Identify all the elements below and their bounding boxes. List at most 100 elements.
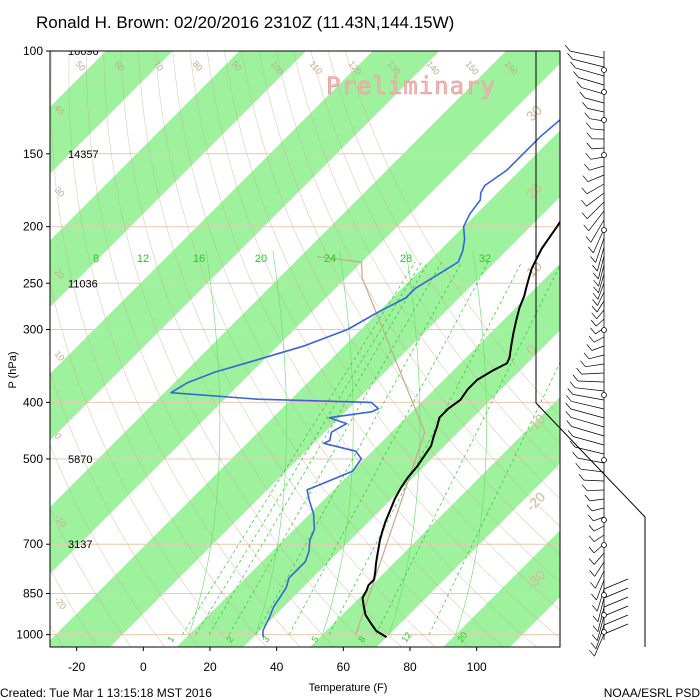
wind-barb-feather — [593, 286, 599, 294]
wind-calm-marker — [601, 517, 607, 523]
wind-barb — [570, 416, 605, 428]
wind-barb-feather — [585, 236, 592, 243]
dry-adiabat — [50, 508, 132, 647]
wind-barb-feather — [564, 44, 571, 52]
wind-barb-feather — [581, 484, 588, 491]
height-label: 3137 — [68, 539, 92, 551]
wind-barb — [589, 165, 605, 171]
moist-adiabat — [188, 250, 221, 635]
dry-adiabat — [172, 51, 504, 647]
wind-barb — [571, 400, 605, 410]
x-tick-label: 40 — [270, 660, 284, 674]
dry-adiabat — [206, 51, 560, 639]
wind-barb — [593, 534, 605, 542]
wind-barb-feather — [567, 52, 573, 60]
wind-barb — [587, 489, 605, 492]
wind-barb — [577, 457, 605, 464]
height-labels: 16696 14357 11036 5870 3137 — [68, 46, 99, 551]
x-tick-label: 100 — [467, 660, 487, 674]
wind-barb — [586, 192, 605, 207]
dry-adiabat — [155, 51, 470, 647]
plot-area: 50 60 70 80 90 100 110 120 130 140 150 160403020100… — [50, 46, 560, 647]
wind-barb — [581, 372, 605, 375]
wind-barb — [595, 237, 605, 263]
wind-barb-feather — [572, 451, 578, 459]
wind-barb — [603, 623, 629, 635]
wind-barb-feather — [591, 634, 598, 641]
dewpoint-line — [170, 118, 560, 638]
y-tick-label: 300 — [23, 322, 43, 336]
mixing-ratio-line — [328, 261, 522, 635]
wind-barb-feather — [569, 440, 576, 448]
wind-barb-feather — [590, 582, 596, 589]
wind-barb — [595, 570, 605, 589]
wind-barb — [590, 156, 605, 160]
wind-barb-feather — [582, 175, 589, 182]
wind-barb-feather — [590, 327, 596, 335]
wind-barb-feather — [584, 494, 591, 502]
wind-barb — [592, 228, 605, 254]
wind-barb-feather — [566, 395, 572, 402]
chart-title: Ronald H. Brown: 02/20/2016 2310Z (11.43… — [36, 13, 454, 32]
theta-label: 90 — [229, 59, 243, 73]
theta-label: 50 — [73, 59, 87, 73]
wind-barb — [570, 408, 605, 419]
temperature-band — [443, 530, 560, 647]
wind-panel-outline — [535, 51, 646, 647]
wind-barb-feather — [565, 402, 571, 410]
wind-barb — [575, 446, 605, 455]
theta-label: 110 — [307, 59, 324, 76]
x-tick-label: -20 — [68, 660, 86, 674]
moist-adiabat — [255, 250, 287, 635]
wind-barb-feather — [575, 462, 581, 470]
dry-adiabat — [50, 443, 166, 647]
wind-barb-feather — [581, 199, 587, 207]
wind-calm-marker — [601, 457, 607, 463]
y-tick-label: 400 — [23, 395, 43, 409]
wind-barb — [578, 77, 605, 86]
wind-barb — [597, 282, 605, 300]
temperature-band — [50, 51, 440, 441]
parcel-path — [317, 255, 426, 635]
dry-adiabat — [50, 279, 233, 647]
mixing-ratio-label: 12 — [399, 630, 413, 644]
wind-calm-marker — [601, 327, 607, 333]
dry-adiabat — [50, 51, 267, 647]
wind-barb — [593, 552, 605, 565]
dry-adiabat — [327, 51, 560, 444]
theta-label: 70 — [151, 59, 165, 73]
wind-barb-feather — [588, 335, 595, 343]
wind-barb — [596, 579, 605, 601]
wind-barb-feather — [567, 430, 574, 437]
height-label: 16696 — [68, 46, 99, 58]
mixing-ratio-label: 5 — [309, 634, 320, 644]
wind-barb-feather — [581, 212, 588, 219]
wind-barb-feather — [591, 312, 597, 320]
wind-barb-feather — [580, 360, 586, 367]
temperature-band — [176, 263, 560, 647]
wind-calm-marker — [601, 592, 607, 598]
wind-barb-feather — [590, 642, 597, 650]
pressure-axis: 100 150 200 250 300 400 500 700 850 1000 — [16, 44, 50, 642]
wind-barb — [597, 606, 605, 632]
wind-barb-feather — [586, 504, 593, 512]
mixing-ratio-line — [255, 261, 462, 635]
wind-barb — [596, 246, 605, 272]
dry-adiabat — [293, 51, 560, 500]
wind-barb — [591, 147, 605, 150]
wind-barb-feather — [590, 319, 597, 327]
wind-barb-feather — [588, 546, 595, 554]
height-label: 5870 — [68, 454, 92, 466]
y-tick-label: 100 — [23, 44, 43, 58]
x-tick-label: 0 — [140, 660, 147, 674]
wind-barb — [594, 633, 605, 657]
y-axis-label: P (hPa) — [7, 351, 19, 388]
wind-barb-feather — [591, 593, 597, 601]
wind-barb-feather — [586, 344, 593, 351]
theta-label: 0 — [52, 431, 63, 441]
wind-barb — [593, 525, 605, 532]
wind-barb-feather — [586, 122, 592, 130]
wind-barb-feather — [565, 411, 572, 418]
wind-calm-marker — [601, 612, 607, 618]
dry-adiabat — [86, 51, 335, 647]
